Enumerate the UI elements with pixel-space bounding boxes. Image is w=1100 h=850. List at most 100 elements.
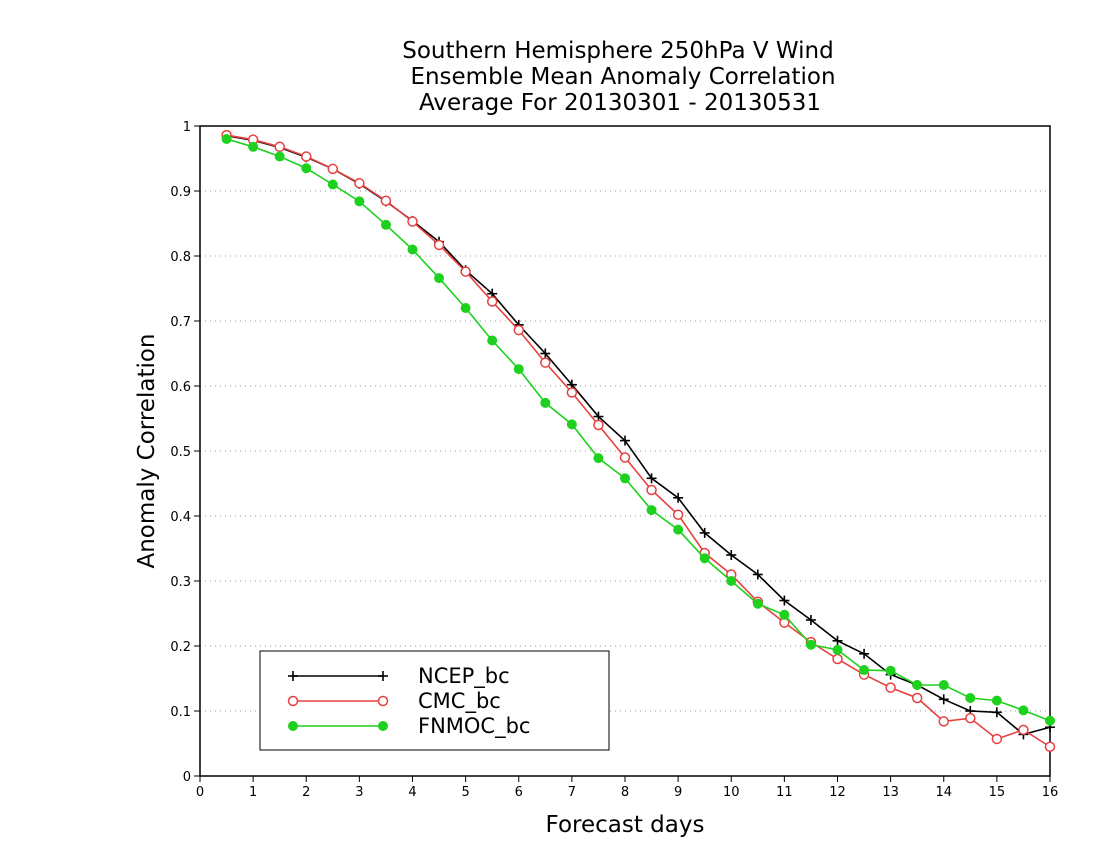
data-point-fnmoc-bc bbox=[752, 598, 763, 609]
legend-item-fnmoc-bc: FNMOC_bc bbox=[288, 714, 530, 739]
series-line-ncep-bc bbox=[226, 134, 1051, 736]
y-tick-label: 0.3 bbox=[170, 575, 191, 590]
y-tick-label: 0.7 bbox=[170, 315, 191, 330]
chart-title-line-1: Southern Hemisphere 250hPa V Wind bbox=[402, 38, 833, 64]
data-point-fnmoc-bc bbox=[1045, 715, 1055, 726]
data-point-fnmoc-bc bbox=[593, 453, 604, 464]
data-point-cmc-bc bbox=[540, 357, 551, 368]
data-point-ncep-bc bbox=[938, 694, 949, 705]
gridlines bbox=[200, 190, 1050, 712]
legend-item-ncep-bc: NCEP_bc bbox=[288, 664, 510, 689]
data-point-cmc-bc bbox=[672, 509, 684, 520]
data-point-fnmoc-bc bbox=[327, 179, 338, 190]
data-point-fnmoc-bc bbox=[646, 505, 657, 516]
data-point-fnmoc-bc bbox=[673, 524, 684, 535]
data-point-fnmoc-bc bbox=[912, 680, 923, 690]
axis-ticks: 00.10.20.30.40.50.60.70.80.910 1 2 3 4 5 6 7 8 9 1… bbox=[170, 120, 1058, 800]
data-point-fnmoc-bc bbox=[938, 680, 949, 690]
legend-marker-right bbox=[378, 721, 388, 731]
series-cmc-bc bbox=[221, 129, 1056, 752]
data-point-ncep-bc bbox=[832, 635, 843, 646]
data-point-fnmoc-bc bbox=[248, 141, 259, 152]
y-tick-label: 0.8 bbox=[170, 250, 191, 265]
data-point-cmc-bc bbox=[832, 653, 843, 665]
data-point-fnmoc-bc bbox=[407, 244, 418, 255]
legend-item-cmc-bc: CMC_bc bbox=[287, 689, 501, 714]
y-tick-label: 0.4 bbox=[170, 510, 191, 525]
data-point-ncep-bc bbox=[540, 348, 551, 359]
legend-label-ncep-bc: NCEP_bc bbox=[418, 664, 510, 689]
data-point-fnmoc-bc bbox=[859, 665, 870, 676]
data-point-cmc-bc bbox=[885, 682, 896, 693]
legend-marker-right bbox=[378, 671, 388, 681]
data-point-cmc-bc bbox=[619, 452, 631, 463]
data-point-fnmoc-bc bbox=[805, 639, 816, 650]
data-point-fnmoc-bc bbox=[965, 693, 976, 703]
y-tick-label: 1 bbox=[183, 120, 191, 135]
data-point-ncep-bc bbox=[726, 550, 737, 560]
y-axis-label: Anomaly Correlation bbox=[134, 333, 160, 568]
legend-marker-left bbox=[288, 671, 298, 681]
data-point-fnmoc-bc bbox=[354, 196, 365, 207]
data-point-ncep-bc bbox=[620, 435, 630, 446]
data-point-cmc-bc bbox=[911, 692, 923, 704]
series-lines bbox=[221, 129, 1056, 752]
data-point-fnmoc-bc bbox=[301, 163, 312, 174]
data-point-cmc-bc bbox=[1018, 724, 1029, 736]
data-point-fnmoc-bc bbox=[513, 364, 524, 375]
data-point-cmc-bc bbox=[407, 216, 418, 227]
chart-title-line-2: Ensemble Mean Anomaly Correlation bbox=[410, 64, 835, 90]
data-point-fnmoc-bc bbox=[487, 335, 498, 346]
legend-label-fnmoc-bc: FNMOC_bc bbox=[418, 714, 530, 739]
data-point-fnmoc-bc bbox=[779, 609, 790, 620]
data-point-cmc-bc bbox=[354, 177, 365, 189]
legend-marker-left bbox=[287, 695, 299, 707]
x-axis-label: Forecast days bbox=[546, 812, 705, 838]
data-point-ncep-bc bbox=[646, 473, 657, 484]
y-tick-label: 0.6 bbox=[170, 380, 191, 395]
data-point-ncep-bc bbox=[779, 595, 790, 606]
data-point-fnmoc-bc bbox=[991, 695, 1002, 706]
data-point-cmc-bc bbox=[301, 151, 312, 162]
y-tick-label: 0.5 bbox=[170, 445, 191, 460]
data-point-fnmoc-bc bbox=[885, 665, 896, 676]
x-tick-label: 3 bbox=[355, 785, 363, 800]
x-tick-label: 8 bbox=[621, 785, 629, 800]
x-tick-label: 12 bbox=[829, 785, 846, 800]
data-point-fnmoc-bc bbox=[620, 473, 630, 484]
x-tick-label: 14 bbox=[935, 785, 952, 800]
x-tick-label: 0 bbox=[196, 785, 204, 800]
x-tick-label: 11 bbox=[776, 785, 793, 800]
data-point-cmc-bc bbox=[380, 195, 392, 206]
x-tick-label: 16 bbox=[1042, 785, 1059, 800]
x-tick-label: 13 bbox=[882, 785, 899, 800]
data-point-ncep-bc bbox=[752, 569, 763, 580]
x-tick-label: 2 bbox=[302, 785, 310, 800]
x-tick-label: 10 bbox=[723, 785, 740, 800]
x-tick-label: 15 bbox=[989, 785, 1006, 800]
data-point-fnmoc-bc bbox=[832, 644, 843, 655]
data-point-fnmoc-bc bbox=[540, 397, 551, 408]
data-point-cmc-bc bbox=[1044, 741, 1056, 752]
data-point-fnmoc-bc bbox=[434, 273, 445, 284]
data-point-fnmoc-bc bbox=[1018, 705, 1029, 716]
data-point-cmc-bc bbox=[965, 712, 976, 724]
y-tick-label: 0.9 bbox=[170, 185, 191, 200]
series-ncep-bc bbox=[221, 130, 1055, 740]
data-point-ncep-bc bbox=[859, 648, 870, 659]
chart-title-line-3: Average For 20130301 - 20130531 bbox=[419, 90, 821, 116]
data-point-ncep-bc bbox=[673, 492, 684, 503]
series-fnmoc-bc bbox=[221, 134, 1055, 726]
x-tick-label: 9 bbox=[674, 785, 682, 800]
data-point-fnmoc-bc bbox=[221, 134, 232, 144]
data-point-ncep-bc bbox=[991, 707, 1002, 718]
x-tick-label: 5 bbox=[461, 785, 469, 800]
data-point-fnmoc-bc bbox=[566, 419, 577, 430]
data-point-cmc-bc bbox=[938, 716, 949, 727]
data-point-cmc-bc bbox=[327, 163, 339, 175]
data-point-fnmoc-bc bbox=[380, 219, 391, 230]
x-tick-label: 1 bbox=[249, 785, 257, 800]
series-line-fnmoc-bc bbox=[226, 138, 1051, 722]
data-point-ncep-bc bbox=[805, 615, 816, 625]
